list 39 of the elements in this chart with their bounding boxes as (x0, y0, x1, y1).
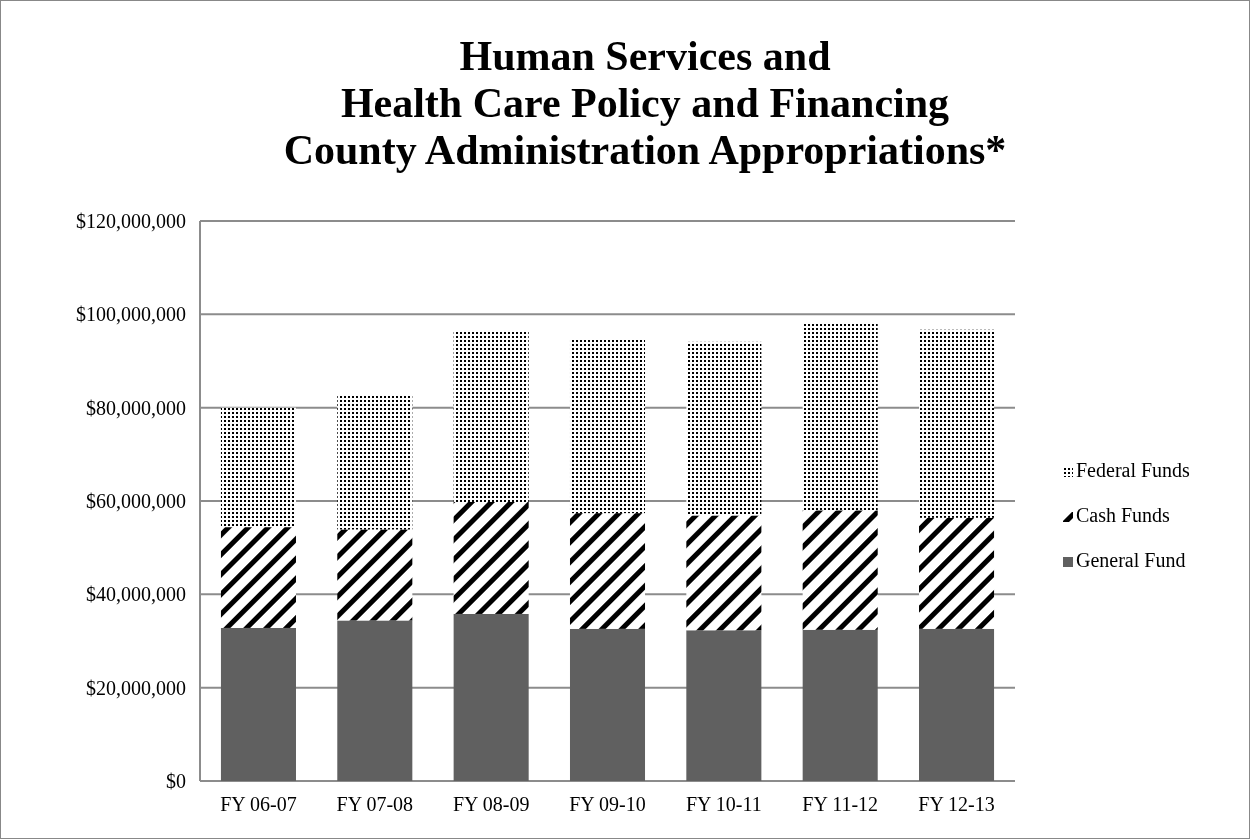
legend-label: Federal Funds (1076, 459, 1191, 481)
bar (453, 501, 529, 614)
y-tick-label: $0 (166, 770, 186, 792)
bar (337, 529, 413, 621)
bar (919, 628, 995, 781)
bar (569, 338, 646, 514)
bar (686, 515, 762, 631)
x-tick-label: FY 06-07 (220, 793, 297, 815)
bar (686, 630, 762, 781)
x-tick-label: FY 07-08 (336, 793, 414, 815)
bar (569, 628, 646, 781)
bar (919, 329, 995, 518)
bar (919, 517, 995, 629)
bar (337, 620, 413, 781)
chart-title: Human Services and Health Care Policy and Financing County Administration Appropriations* (283, 33, 1007, 173)
legend-label: General Fund (1076, 549, 1186, 571)
x-tick-label: FY 08-09 (452, 793, 530, 815)
bar (453, 331, 529, 502)
bar (686, 341, 762, 516)
bar (802, 323, 878, 511)
y-tick-label: $100,000,000 (76, 303, 186, 326)
bar (337, 396, 413, 530)
x-tick-label: FY 12-13 (918, 793, 995, 815)
y-tick-label: $20,000,000 (86, 676, 186, 699)
x-tick-label: FY 11-12 (802, 793, 879, 815)
x-tick-label: FY 09-10 (569, 793, 646, 815)
y-tick-label: $60,000,000 (86, 490, 186, 512)
x-tick-label: FY 10-11 (685, 793, 762, 815)
bar (569, 513, 646, 629)
bar (802, 629, 878, 781)
legend-label: Cash Funds (1076, 504, 1171, 526)
bar (220, 627, 296, 781)
y-tick-label: $120,000,000 (76, 210, 186, 232)
y-tick-label: $40,000,000 (86, 583, 186, 606)
y-tick-label: $80,000,000 (86, 396, 186, 419)
bar (220, 527, 296, 628)
bar (220, 407, 296, 528)
bar (802, 510, 878, 630)
bar (453, 613, 529, 781)
